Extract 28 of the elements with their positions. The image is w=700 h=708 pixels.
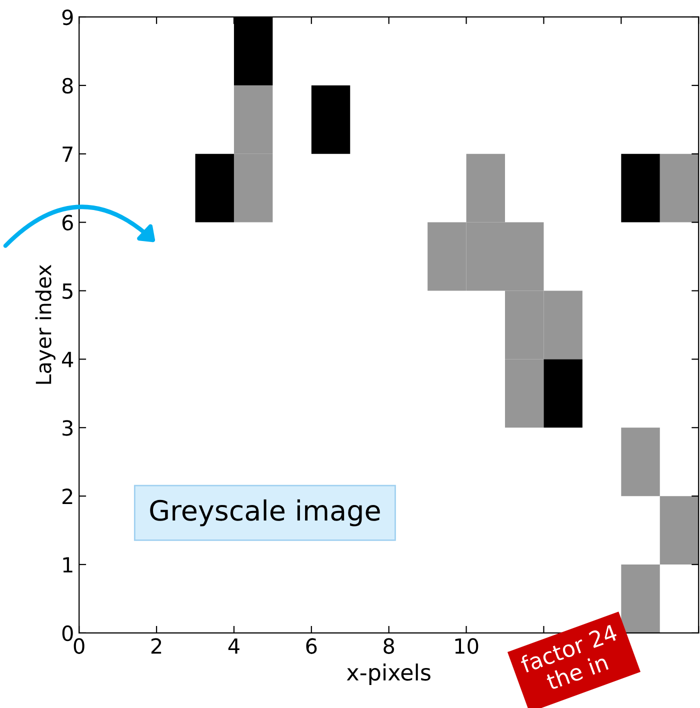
y-tick-label: 5 bbox=[62, 283, 72, 299]
x-axis-title: x-pixels bbox=[346, 664, 430, 686]
annotation: Greyscale image bbox=[150, 499, 380, 526]
bar bbox=[621, 564, 660, 633]
x-tick-label: 10 bbox=[455, 638, 478, 654]
y-tick-label: 0 bbox=[62, 625, 73, 642]
bar bbox=[311, 85, 350, 154]
y-tick-label: 4 bbox=[62, 352, 74, 368]
y-tick-label: 3 bbox=[62, 420, 73, 436]
y-tick-label: 2 bbox=[62, 488, 72, 504]
x-tick-label: 8 bbox=[384, 638, 394, 654]
bar bbox=[660, 496, 699, 565]
x-tick-label: 4 bbox=[228, 638, 240, 654]
y-tick-label: 1 bbox=[63, 557, 72, 572]
y-tick-label: 8 bbox=[62, 78, 73, 94]
bar bbox=[195, 154, 234, 222]
bar bbox=[621, 428, 660, 496]
y-axis-title: Layer index bbox=[35, 264, 56, 384]
bar bbox=[544, 359, 582, 428]
y-tick-label: 9 bbox=[62, 9, 73, 26]
x-tick-label: 2 bbox=[151, 638, 162, 654]
y-tick-label: 6 bbox=[62, 214, 73, 231]
bar bbox=[621, 154, 660, 222]
x-tick-label: 0 bbox=[74, 638, 84, 654]
x-tick-label: 6 bbox=[306, 638, 317, 654]
annotation: factor 24 the in bbox=[519, 623, 618, 690]
y-tick-label: 7 bbox=[62, 146, 72, 162]
bar bbox=[660, 154, 699, 222]
